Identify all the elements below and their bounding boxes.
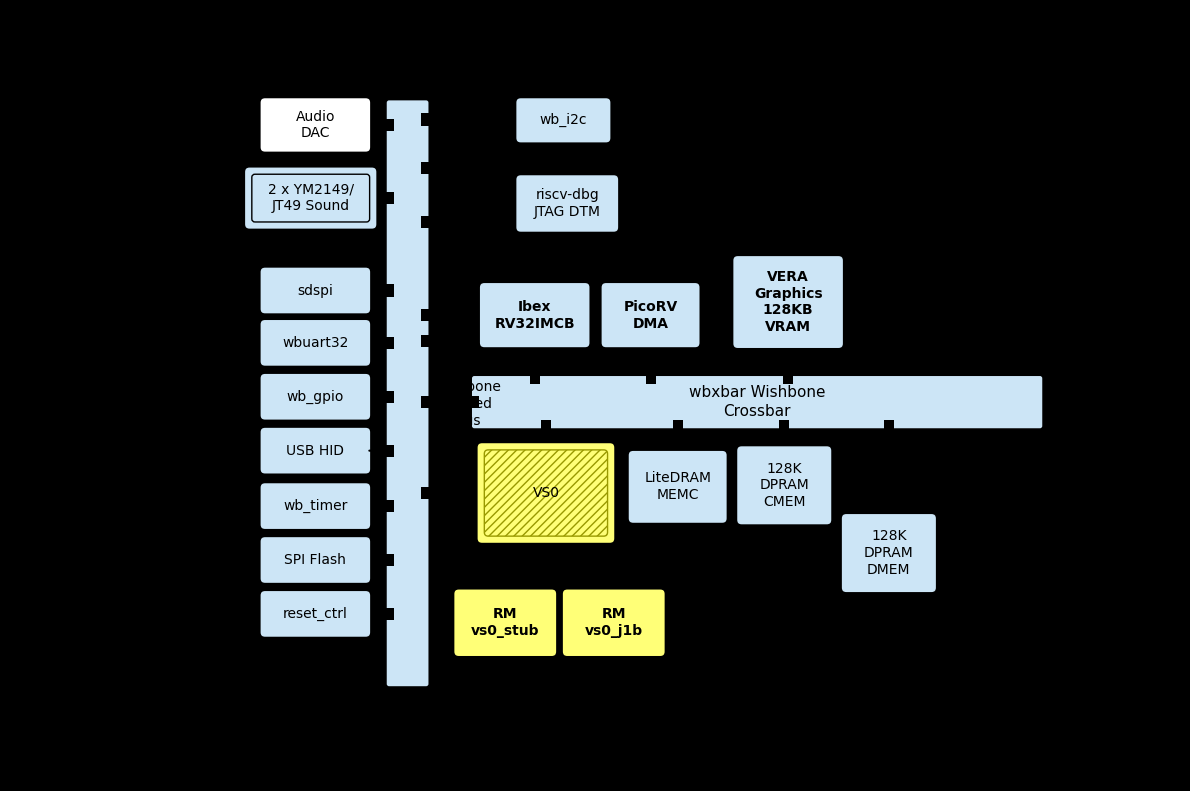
Bar	[421, 335, 431, 347]
FancyBboxPatch shape	[244, 167, 377, 229]
FancyBboxPatch shape	[562, 589, 665, 657]
FancyBboxPatch shape	[476, 442, 615, 544]
FancyBboxPatch shape	[732, 255, 844, 349]
Bar	[645, 372, 656, 384]
FancyBboxPatch shape	[627, 450, 727, 524]
Bar	[421, 216, 431, 228]
FancyBboxPatch shape	[259, 267, 371, 314]
Text: RM
vs0_stub: RM vs0_stub	[471, 607, 539, 638]
Text: RM
vs0_j1b: RM vs0_j1b	[584, 607, 643, 638]
Bar	[384, 192, 394, 204]
FancyBboxPatch shape	[259, 590, 371, 638]
Bar	[384, 119, 394, 131]
Bar	[530, 372, 540, 384]
FancyBboxPatch shape	[471, 375, 1044, 429]
Text: wbxbar Wishbone
Crossbar: wbxbar Wishbone Crossbar	[689, 385, 826, 419]
Bar	[421, 486, 431, 499]
Bar	[384, 284, 394, 297]
FancyBboxPatch shape	[737, 445, 832, 525]
FancyBboxPatch shape	[515, 97, 612, 143]
Text: wb_i2c: wb_i2c	[539, 113, 587, 127]
Text: PicoRV
DMA: PicoRV DMA	[624, 300, 677, 331]
FancyBboxPatch shape	[386, 100, 430, 687]
Bar	[384, 607, 394, 620]
FancyBboxPatch shape	[478, 282, 590, 348]
FancyBboxPatch shape	[259, 319, 371, 367]
Text: Ibex
RV32IMCB: Ibex RV32IMCB	[494, 300, 575, 331]
FancyBboxPatch shape	[259, 536, 371, 584]
FancyBboxPatch shape	[259, 483, 371, 530]
FancyBboxPatch shape	[841, 513, 937, 593]
Text: wbuart32: wbuart32	[282, 336, 349, 350]
Bar	[421, 309, 431, 321]
Bar	[384, 554, 394, 566]
Bar	[421, 162, 431, 174]
FancyBboxPatch shape	[484, 450, 608, 536]
Text: wb_timer: wb_timer	[283, 499, 347, 513]
FancyBboxPatch shape	[252, 174, 370, 222]
Bar	[384, 337, 394, 349]
Text: wb_gpio: wb_gpio	[287, 390, 344, 404]
Text: VERA
Graphics
128KB
VRAM: VERA Graphics 128KB VRAM	[753, 270, 822, 334]
Bar	[783, 372, 794, 384]
Bar	[672, 420, 683, 432]
Bar	[421, 396, 431, 408]
Text: 2 x YM2149/
JT49 Sound: 2 x YM2149/ JT49 Sound	[268, 183, 353, 214]
Bar	[421, 113, 431, 126]
Bar	[779, 420, 789, 432]
Text: LiteDRAM
MEMC: LiteDRAM MEMC	[644, 471, 712, 502]
FancyBboxPatch shape	[601, 282, 701, 348]
Text: sdspi: sdspi	[298, 283, 333, 297]
FancyBboxPatch shape	[259, 427, 371, 475]
Bar	[384, 500, 394, 513]
Text: SPI Flash: SPI Flash	[284, 553, 346, 567]
Text: Audio
DAC: Audio DAC	[295, 110, 336, 140]
Bar	[384, 445, 394, 457]
Bar	[469, 396, 480, 408]
FancyBboxPatch shape	[453, 589, 557, 657]
Text: reset_ctrl: reset_ctrl	[283, 607, 347, 621]
Text: riscv-dbg
JTAG DTM: riscv-dbg JTAG DTM	[534, 188, 601, 219]
Text: 128K
DPRAM
CMEM: 128K DPRAM CMEM	[759, 462, 809, 509]
Bar	[541, 420, 551, 432]
Text: wbxbar
Wishbone
Shared
Bus: wbxbar Wishbone Shared Bus	[434, 362, 502, 428]
Text: USB HID: USB HID	[287, 444, 344, 458]
Text: 128K
DPRAM
DMEM: 128K DPRAM DMEM	[864, 529, 914, 577]
Bar	[384, 391, 394, 403]
Bar	[884, 420, 894, 432]
FancyBboxPatch shape	[515, 174, 619, 233]
Text: VS0: VS0	[532, 486, 559, 500]
FancyBboxPatch shape	[259, 373, 371, 421]
FancyBboxPatch shape	[259, 97, 371, 153]
